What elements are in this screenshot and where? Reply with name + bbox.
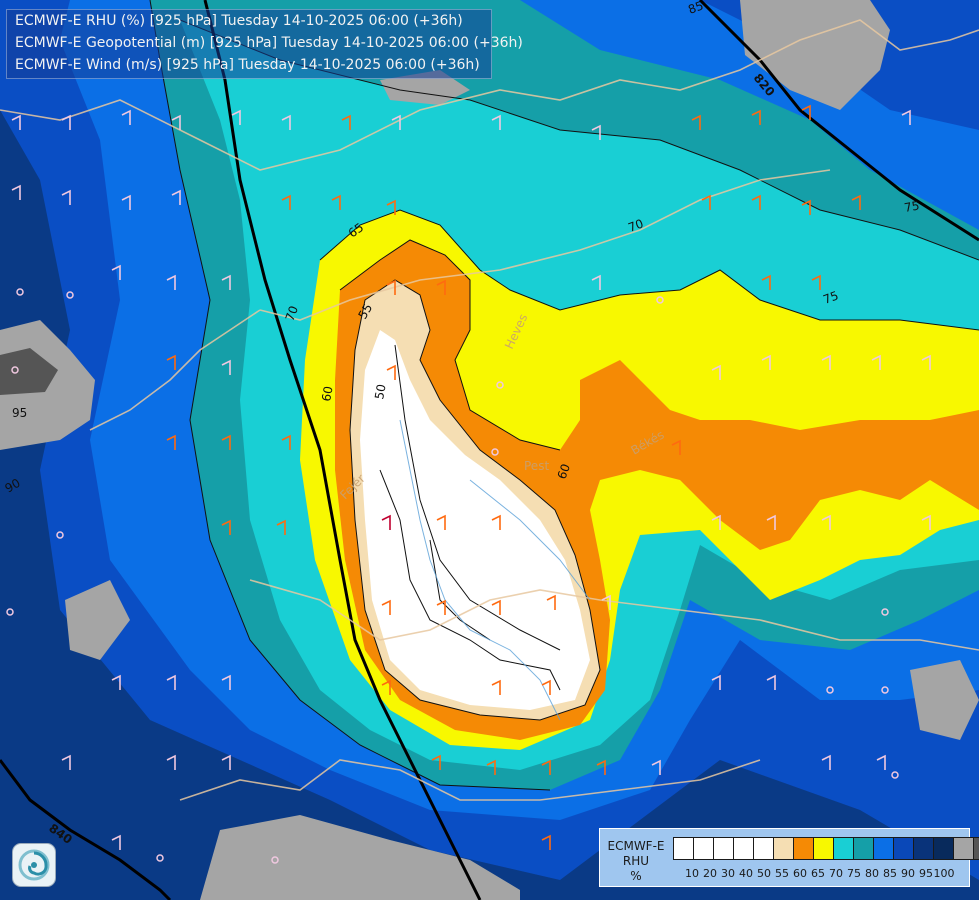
legend-swatch <box>973 837 979 860</box>
legend-swatch <box>673 837 694 860</box>
place-label: Pest <box>524 459 549 473</box>
legend-tick-label: 100 <box>933 867 955 880</box>
contour-label: 75 <box>903 199 920 215</box>
legend-title-line: % <box>630 869 642 883</box>
region-gray-bottom <box>200 815 520 900</box>
title-wind: ECMWF-E Wind (m/s) [925 hPa] Tuesday 14-… <box>15 57 480 73</box>
contour-label: 60 <box>319 385 335 402</box>
border-lines <box>0 19 979 801</box>
calm-markers <box>6 288 899 864</box>
title-rhu: ECMWF-E RHU (%) [925 hPa] Tuesday 14-10-… <box>15 13 463 29</box>
legend-swatch <box>893 837 914 860</box>
legend-swatch <box>713 837 734 860</box>
isohypse-820-ne <box>698 0 979 242</box>
isohypse-840 <box>0 759 172 900</box>
color-legend: ECMWF-E RHU % 10 20 30 40 50 55 60 65 70 75 80 85 90… <box>599 828 979 887</box>
legend-tick-label: 55 <box>775 867 789 880</box>
contour-label: 70 <box>283 304 301 323</box>
legend-tick-label: 60 <box>793 867 807 880</box>
legend-swatch <box>773 837 794 860</box>
legend-swatch <box>953 837 974 860</box>
contour-label: 95 <box>12 406 27 420</box>
legend-tick-label: 95 <box>919 867 933 880</box>
title-box: ECMWF-E RHU (%) [925 hPa] Tuesday 14-10-… <box>6 9 523 79</box>
contour-label: 70 <box>626 216 645 234</box>
legend-tick-label: 85 <box>883 867 897 880</box>
legend-title-line: ECMWF-E <box>607 839 665 853</box>
legend-tick-label: 65 <box>811 867 825 880</box>
legend-tick-label: 40 <box>739 867 753 880</box>
band-below-50 <box>360 330 590 710</box>
legend-tick-label: 50 <box>757 867 771 880</box>
logo-swirl-icon <box>18 849 50 881</box>
legend-tick-label: 80 <box>865 867 879 880</box>
legend-swatches <box>673 837 979 860</box>
legend-swatch <box>733 837 754 860</box>
legend-swatch <box>873 837 894 860</box>
region-gray-left <box>65 580 130 660</box>
legend-tick-label: 10 <box>685 867 699 880</box>
contour-label: 60 <box>555 462 573 481</box>
legend-title-line: RHU <box>622 854 650 868</box>
legend-tick-label: 90 <box>901 867 915 880</box>
contour-label: 75 <box>821 288 840 306</box>
wind-barbs <box>11 104 931 850</box>
river-lines <box>399 419 591 721</box>
legend-tick-label: 30 <box>721 867 735 880</box>
isohypse-820 <box>203 0 482 900</box>
title-geopotential: ECMWF-E Geopotential (m) [925 hPa] Tuesd… <box>15 35 523 51</box>
legend-tick-label: 20 <box>703 867 717 880</box>
legend-swatch <box>933 837 954 860</box>
legend-swatch <box>853 837 874 860</box>
legend-swatch <box>753 837 774 860</box>
contour-label: 55 <box>355 301 375 321</box>
contour-label: 90 <box>3 476 23 496</box>
legend-tick-label: 70 <box>829 867 843 880</box>
logo <box>12 843 56 887</box>
region-gray-ne <box>740 0 890 110</box>
legend-swatch <box>813 837 834 860</box>
legend-swatch <box>793 837 814 860</box>
region-gray-se <box>910 660 979 740</box>
region-95-100-nw <box>0 348 58 395</box>
legend-swatch <box>693 837 714 860</box>
legend-swatch <box>833 837 854 860</box>
legend-title: ECMWF-E RHU % <box>604 839 668 884</box>
contour-label-group: 85 820 65 70 55 70 60 50 75 95 90 60 840… <box>3 0 921 890</box>
legend-tick-label: 75 <box>847 867 861 880</box>
contour-label: 50 <box>372 383 388 400</box>
legend-swatch <box>913 837 934 860</box>
contour-label: 85 <box>686 0 705 17</box>
